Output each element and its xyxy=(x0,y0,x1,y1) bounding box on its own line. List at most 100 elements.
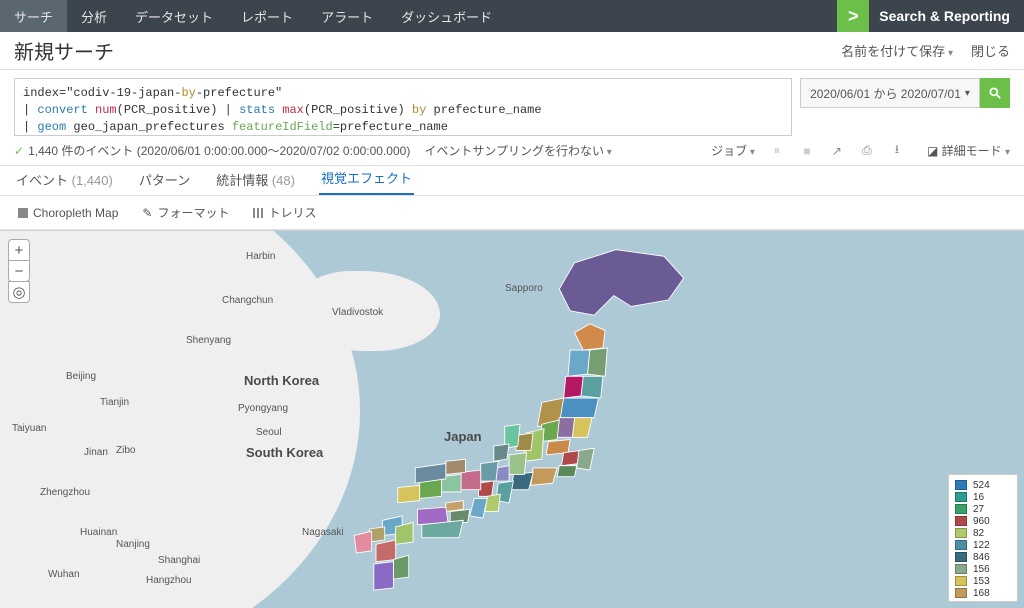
print-icon[interactable]: ⎙ xyxy=(859,143,875,159)
prefecture-nara[interactable] xyxy=(485,494,500,511)
page-titlebar: 新規サーチ 名前を付けて保存 閉じる xyxy=(0,32,1024,70)
nav-dashboards[interactable]: ダッシュボード xyxy=(387,0,506,32)
search-mode-label: 詳細モード xyxy=(942,144,1002,158)
prefecture-yamaguchi[interactable] xyxy=(398,485,420,502)
prefecture-kagoshima[interactable] xyxy=(374,562,394,590)
prefecture-kumamoto[interactable] xyxy=(376,540,396,562)
tab-patterns[interactable]: パターン xyxy=(137,164,192,195)
nav-analytics[interactable]: 分析 xyxy=(67,0,121,32)
map-label: Sapporo xyxy=(505,283,543,294)
zoom-in-button[interactable]: + xyxy=(8,239,30,261)
legend-swatch xyxy=(955,516,967,526)
prefecture-mie[interactable] xyxy=(496,481,513,503)
prefecture-ishikawa[interactable] xyxy=(505,424,520,448)
prefecture-tokushima[interactable] xyxy=(450,509,470,522)
legend-swatch xyxy=(955,564,967,574)
result-tabs: イベント (1,440) パターン 統計情報 (48) 視覚エフェクト xyxy=(0,166,1024,196)
prefecture-gifu[interactable] xyxy=(509,453,526,475)
search-icon xyxy=(988,86,1002,100)
prefecture-akita[interactable] xyxy=(568,350,590,376)
trellis-icon xyxy=(253,208,263,218)
legend-swatch xyxy=(955,480,967,490)
prefecture-miyazaki[interactable] xyxy=(393,555,408,579)
legend-row: 82 xyxy=(955,527,1011,539)
nav-datasets[interactable]: データセット xyxy=(121,0,227,32)
zoom-out-button[interactable]: − xyxy=(8,260,30,282)
prefecture-shimane[interactable] xyxy=(415,464,446,484)
viz-type-picker[interactable]: Choropleth Map xyxy=(18,204,118,221)
job-dropdown[interactable]: ジョブ xyxy=(711,142,755,159)
nav-reports[interactable]: レポート xyxy=(227,0,307,32)
legend-value: 27 xyxy=(973,504,984,515)
prefecture-hokkaido[interactable] xyxy=(559,250,683,315)
nav-alerts[interactable]: アラート xyxy=(307,0,387,32)
viz-format-button[interactable]: ✎ フォーマット xyxy=(142,204,229,221)
prefecture-toyama[interactable] xyxy=(516,433,533,450)
save-as-button[interactable]: 名前を付けて保存 xyxy=(841,41,953,60)
prefecture-oita[interactable] xyxy=(396,522,413,544)
tab-visualization[interactable]: 視覚エフェクト xyxy=(319,162,414,195)
search-mode-dropdown[interactable]: ◪ 詳細モード xyxy=(927,142,1010,159)
prefecture-hiroshima[interactable] xyxy=(420,479,442,499)
prefecture-aomori[interactable] xyxy=(575,324,606,350)
prefecture-aichi[interactable] xyxy=(511,472,533,489)
prefecture-yamagata[interactable] xyxy=(564,376,584,398)
sampling-dropdown[interactable]: イベントサンプリングを行わない xyxy=(424,142,611,159)
search-input[interactable]: index="codiv-19-japan-by-prefecture" | c… xyxy=(14,78,792,136)
legend-row: 524 xyxy=(955,479,1011,491)
prefecture-ibaraki[interactable] xyxy=(572,418,592,438)
prefecture-saitama[interactable] xyxy=(546,440,570,455)
map-controls: + − ◎ xyxy=(8,239,30,303)
nav-search[interactable]: サーチ xyxy=(0,0,67,32)
tab-events[interactable]: イベント (1,440) xyxy=(14,164,115,195)
legend-row: 846 xyxy=(955,551,1011,563)
map-label: Japan xyxy=(444,429,482,444)
close-button[interactable]: 閉じる xyxy=(971,41,1010,60)
events-count[interactable]: 1,440 件のイベント (2020/06/01 0:00:00.000〜202… xyxy=(28,142,410,159)
prefecture-miyagi[interactable] xyxy=(581,376,603,398)
tab-statistics[interactable]: 統計情報 (48) xyxy=(214,164,297,195)
prefecture-kagawa[interactable] xyxy=(446,501,463,512)
prefecture-okayama[interactable] xyxy=(441,474,461,491)
legend-value: 846 xyxy=(973,552,990,563)
prefecture-fukuoka[interactable] xyxy=(383,516,403,536)
page-title: 新規サーチ xyxy=(14,36,114,65)
viz-trellis-button[interactable]: トレリス xyxy=(253,204,316,221)
legend-swatch xyxy=(955,552,967,562)
locate-button[interactable]: ◎ xyxy=(8,281,30,303)
prefecture-shiga[interactable] xyxy=(496,466,509,481)
prefecture-chiba[interactable] xyxy=(577,448,594,470)
prefecture-saga[interactable] xyxy=(369,527,384,542)
prefecture-kanagawa[interactable] xyxy=(557,466,577,477)
legend-value: 16 xyxy=(973,492,984,503)
prefecture-nagasaki[interactable] xyxy=(354,531,371,553)
map-area[interactable]: + − ◎ HarbinChangchunVladivostokSapporoS… xyxy=(0,230,1024,608)
prefecture-ehime[interactable] xyxy=(417,507,448,524)
prefecture-tottori[interactable] xyxy=(446,459,466,474)
legend-swatch xyxy=(955,588,967,598)
export-icon[interactable]: ⭳ xyxy=(889,143,905,159)
prefecture-shizuoka[interactable] xyxy=(531,468,557,485)
timerange-picker[interactable]: 2020/06/01 から 2020/07/01 xyxy=(800,78,980,108)
legend-row: 960 xyxy=(955,515,1011,527)
prefecture-niigata[interactable] xyxy=(537,398,563,426)
prefecture-osaka[interactable] xyxy=(479,481,494,496)
prefecture-hyogo[interactable] xyxy=(461,470,481,490)
app-name[interactable]: > Search & Reporting xyxy=(837,0,1024,32)
search-status-row: ✓ 1,440 件のイベント (2020/06/01 0:00:00.000〜2… xyxy=(0,136,1024,166)
prefecture-nagano[interactable] xyxy=(524,429,544,462)
prefecture-tochigi[interactable] xyxy=(557,418,574,438)
prefecture-kochi[interactable] xyxy=(422,520,463,537)
prefecture-fukui[interactable] xyxy=(494,444,509,461)
pause-icon: ⏸ xyxy=(769,143,785,159)
run-search-button[interactable] xyxy=(980,78,1010,108)
viz-toolbar: Choropleth Map ✎ フォーマット トレリス xyxy=(0,196,1024,230)
prefecture-wakayama[interactable] xyxy=(470,498,487,518)
share-icon[interactable]: ↗ xyxy=(829,143,845,159)
prefecture-fukushima[interactable] xyxy=(559,398,598,418)
prefecture-iwate[interactable] xyxy=(588,348,608,376)
status-ok-icon: ✓ xyxy=(14,144,24,158)
prefecture-kyoto[interactable] xyxy=(481,461,498,481)
prefecture-tokyo[interactable] xyxy=(561,450,581,465)
prefecture-gunma[interactable] xyxy=(540,420,560,442)
